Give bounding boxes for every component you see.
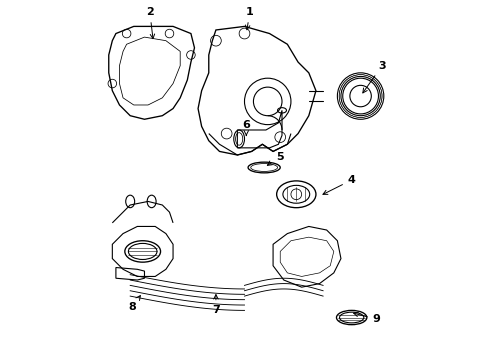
Text: 6: 6 [242, 120, 250, 135]
Text: 1: 1 [245, 7, 253, 30]
Text: 9: 9 [353, 312, 380, 324]
Text: 3: 3 [362, 61, 385, 93]
Text: 7: 7 [212, 294, 219, 315]
Text: 4: 4 [322, 175, 355, 194]
Text: 5: 5 [267, 152, 284, 165]
Text: 8: 8 [128, 296, 140, 312]
Text: 2: 2 [145, 7, 154, 39]
